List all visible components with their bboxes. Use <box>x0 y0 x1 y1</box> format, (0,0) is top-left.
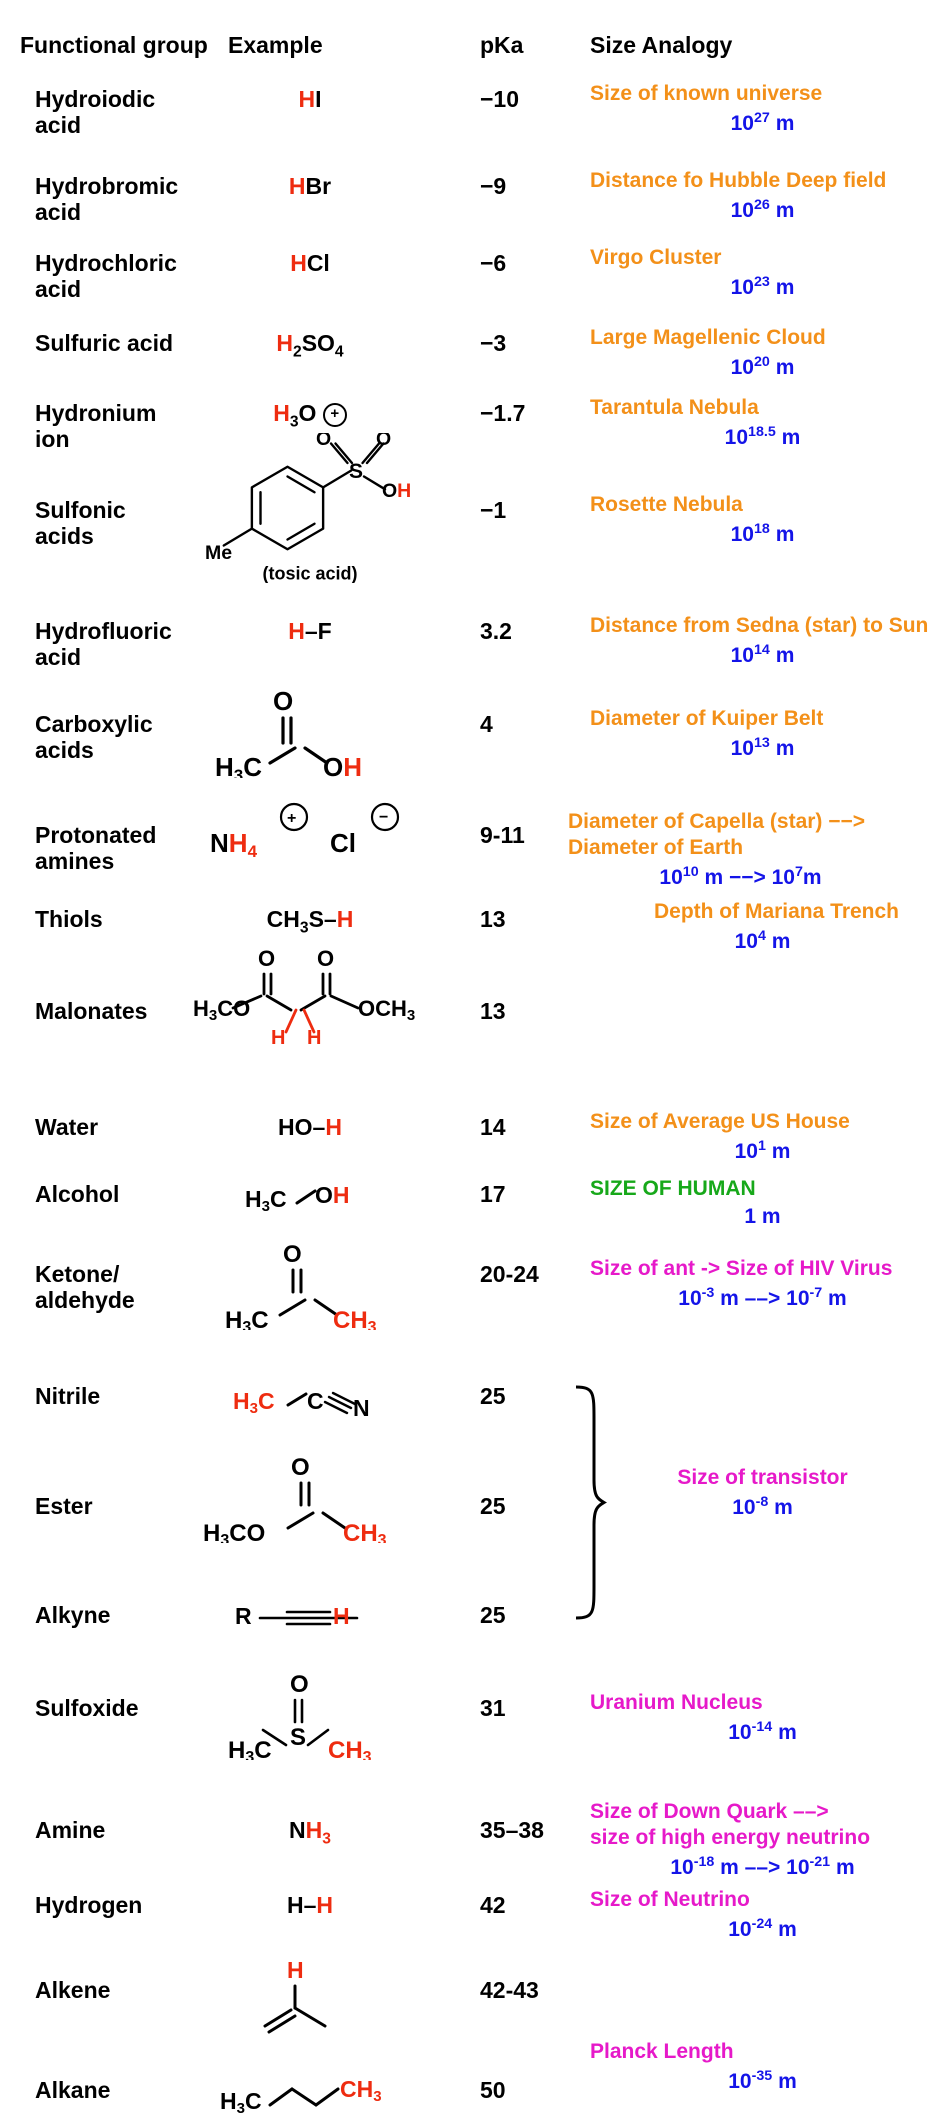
svg-text:O: O <box>316 433 331 450</box>
svg-text:H: H <box>307 1027 321 1045</box>
svg-text:H3C: H3C <box>215 752 262 778</box>
svg-text:H3C: H3C <box>225 1307 269 1330</box>
svg-text:Me: Me <box>205 542 232 564</box>
svg-text:H3CO: H3CO <box>193 996 250 1024</box>
svg-text:CH3: CH3 <box>340 2077 382 2105</box>
svg-text:H3C: H3C <box>233 1388 275 1417</box>
svg-text:H3CO: H3CO <box>203 1520 265 1543</box>
svg-text:OH: OH <box>323 752 362 778</box>
svg-text:CH3: CH3 <box>328 1737 372 1760</box>
svg-text:OH: OH <box>382 480 411 502</box>
svg-text:H3C: H3C <box>245 1186 287 1215</box>
svg-text:+: + <box>287 810 296 827</box>
svg-text:OH: OH <box>315 1182 350 1208</box>
svg-text:O: O <box>273 688 293 716</box>
svg-text:−: − <box>379 809 388 826</box>
svg-text:O: O <box>258 950 275 971</box>
svg-text:S: S <box>290 1724 306 1751</box>
svg-text:Cl: Cl <box>330 828 356 858</box>
svg-text:H: H <box>271 1027 285 1045</box>
svg-text:O: O <box>376 433 391 450</box>
svg-text:O: O <box>291 1454 310 1481</box>
svg-text:O: O <box>290 1671 309 1698</box>
svg-text:H3C: H3C <box>220 2088 262 2117</box>
svg-text:C: C <box>307 1388 324 1414</box>
svg-text:CH3: CH3 <box>333 1307 377 1330</box>
svg-text:(tosic acid): (tosic acid) <box>262 563 357 583</box>
svg-text:O: O <box>317 950 334 971</box>
svg-text:R: R <box>235 1603 252 1629</box>
svg-text:H: H <box>333 1603 350 1629</box>
svg-text:H: H <box>287 1958 304 1983</box>
svg-text:NH4: NH4 <box>210 828 258 861</box>
svg-text:OCH3: OCH3 <box>358 996 415 1024</box>
svg-text:O: O <box>283 1241 302 1268</box>
svg-text:CH3: CH3 <box>343 1520 387 1543</box>
svg-text:N: N <box>353 1395 370 1418</box>
svg-text:H3C: H3C <box>228 1737 272 1760</box>
